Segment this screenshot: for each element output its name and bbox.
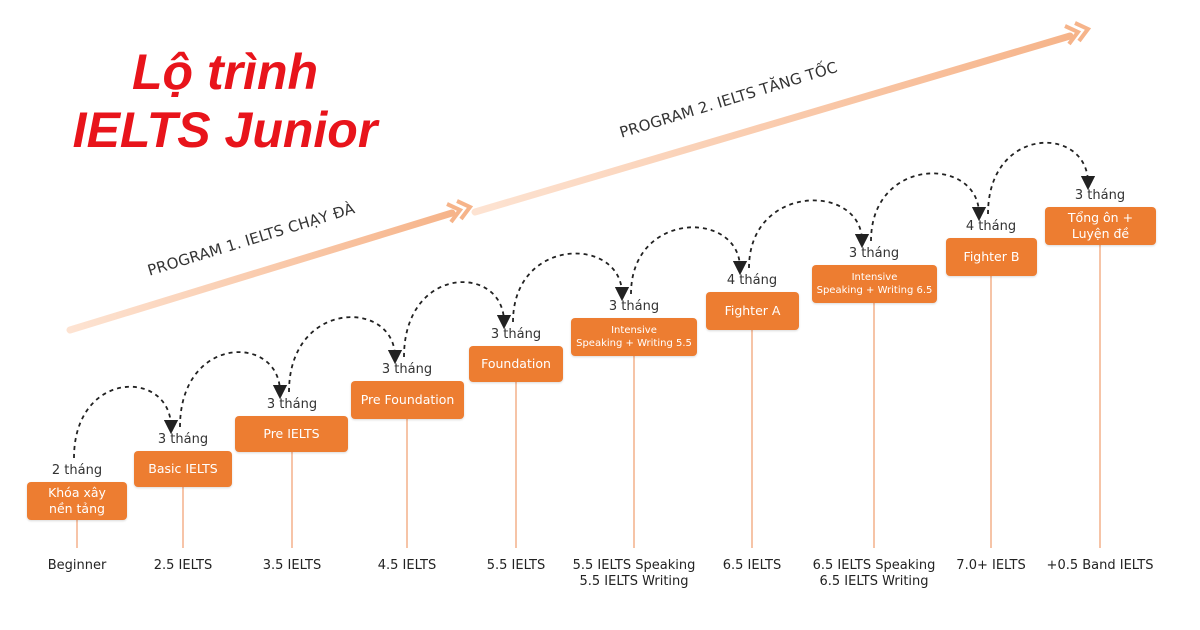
- level-label: 4.5 IELTS: [377, 558, 437, 573]
- level-label: Beginner: [47, 558, 107, 573]
- level-label: 5.5 IELTS: [486, 558, 546, 573]
- course-box: Foundation: [469, 346, 563, 382]
- course-name: Fighter B: [963, 249, 1020, 264]
- course-box: Basic IELTS: [134, 451, 232, 487]
- progress-curve: [73, 385, 179, 459]
- course-name: Pre Foundation: [360, 392, 455, 407]
- course-name: Basic IELTS: [148, 461, 218, 476]
- course-box: Fighter A: [706, 292, 799, 330]
- level-label: 7.0+ IELTS: [956, 558, 1026, 573]
- step-duration: 3 tháng: [490, 327, 542, 342]
- course-box: Intensive Speaking + Writing 6.5: [812, 265, 937, 303]
- title-line2: IELTS Junior: [72, 102, 378, 158]
- title-line1: Lộ trình: [131, 44, 319, 100]
- level-label: 2.5 IELTS: [153, 558, 213, 573]
- step-duration: 3 tháng: [608, 299, 660, 314]
- step-duration: 3 tháng: [381, 362, 433, 377]
- course-name: Foundation: [481, 356, 551, 371]
- level-label: 6.5 IELTS: [722, 558, 782, 573]
- course-name: Fighter A: [724, 303, 781, 318]
- progress-curve: [179, 351, 288, 428]
- level-label: 5.5 IELTS Speaking 5.5 IELTS Writing: [572, 558, 696, 589]
- level-label: 6.5 IELTS Speaking 6.5 IELTS Writing: [812, 558, 936, 589]
- progress-curve: [748, 199, 870, 269]
- step-duration: 4 tháng: [965, 219, 1017, 234]
- program1-arrow: [66, 199, 474, 334]
- course-box: Tổng ôn + Luyện đề: [1045, 207, 1156, 245]
- progress-curve: [512, 252, 630, 323]
- course-name: Intensive Speaking + Writing 5.5: [576, 325, 692, 349]
- step-duration: 3 tháng: [1074, 188, 1126, 203]
- step-duration: 3 tháng: [848, 246, 900, 261]
- progress-curves: [73, 141, 1096, 459]
- course-name: Intensive Speaking + Writing 6.5: [816, 272, 933, 296]
- level-label: 3.5 IELTS: [262, 558, 322, 573]
- course-box: Pre IELTS: [235, 416, 348, 452]
- course-name: Khóa xây nền tảng: [48, 485, 106, 516]
- course-box: Intensive Speaking + Writing 5.5: [571, 318, 697, 356]
- course-box: Fighter B: [946, 238, 1037, 276]
- course-box: Khóa xây nền tảng: [27, 482, 127, 520]
- course-box: Pre Foundation: [351, 381, 464, 419]
- step-duration: 3 tháng: [157, 432, 209, 447]
- course-name: Tổng ôn + Luyện đề: [1067, 210, 1134, 241]
- step-duration: 3 tháng: [266, 397, 318, 412]
- progress-curve: [403, 281, 512, 358]
- program2-arrow: [471, 21, 1092, 216]
- level-label: +0.5 Band IELTS: [1046, 558, 1154, 573]
- progress-curve: [288, 316, 403, 393]
- course-name: Pre IELTS: [263, 426, 320, 441]
- connector-lines: [76, 245, 1101, 548]
- step-duration: 4 tháng: [726, 273, 778, 288]
- step-duration: 2 tháng: [51, 463, 103, 478]
